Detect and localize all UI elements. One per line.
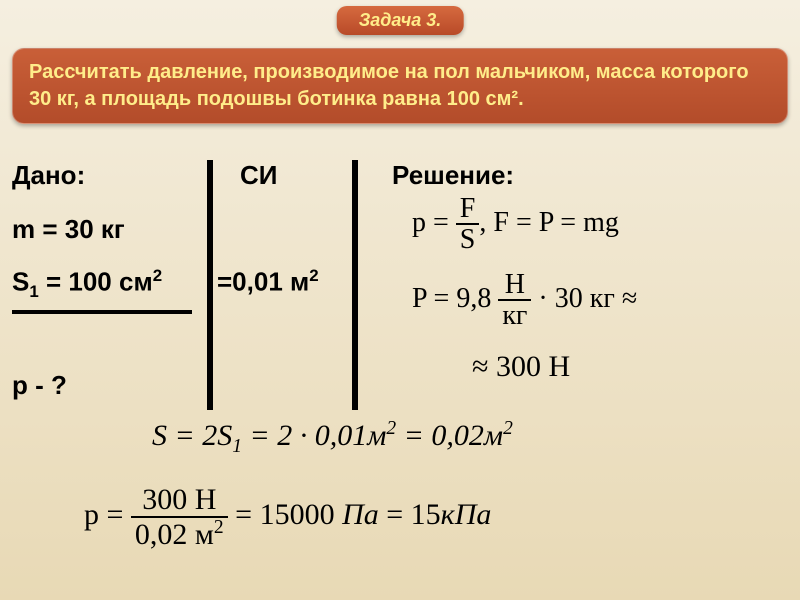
- solution-label: Решение:: [392, 160, 514, 191]
- vertical-rule-1: [207, 160, 213, 410]
- formula-pressure-calc: p = 300 Н0,02 м2 = 15000 Па = 15кПа: [84, 484, 491, 550]
- formula-force-calc: P = 9,8 Нкг · 30 кг ≈: [412, 270, 637, 331]
- problem-statement: Рассчитать давление, производимое на пол…: [12, 48, 788, 124]
- given-mass: m = 30 кг: [12, 214, 125, 245]
- find-pressure: p - ?: [12, 370, 67, 401]
- formula-area-calc: S = 2S1 = 2 · 0,01м2 = 0,02м2: [152, 418, 513, 458]
- task-badge: Задача 3.: [337, 6, 464, 35]
- horizontal-rule: [12, 310, 192, 314]
- given-area: S1 = 100 см2: [12, 266, 162, 302]
- content-area: Дано: СИ Решение: m = 30 кг S1 = 100 см2…: [12, 160, 788, 600]
- given-label: Дано:: [12, 160, 85, 191]
- formula-pressure-def: p = FS, F = P = mg: [412, 194, 619, 255]
- si-conversion: =0,01 м2: [217, 266, 319, 298]
- vertical-rule-2: [352, 160, 358, 410]
- si-label: СИ: [240, 160, 277, 191]
- formula-force-result: ≈ 300 Н: [472, 350, 570, 384]
